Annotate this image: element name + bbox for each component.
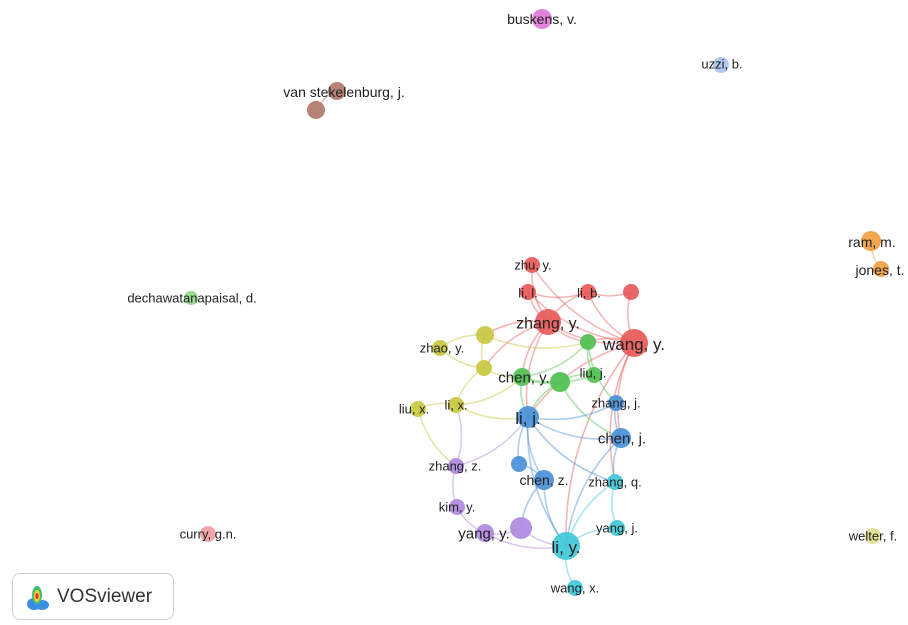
node-liu-j[interactable] xyxy=(586,367,602,383)
node-zhang-j[interactable] xyxy=(608,395,624,411)
node-zhang-z[interactable] xyxy=(448,458,464,474)
node-wang-x[interactable] xyxy=(567,580,583,596)
node-label-welter-f[interactable]: welter, f. xyxy=(848,529,897,544)
nodes-layer xyxy=(184,9,889,596)
node-buskens-v[interactable] xyxy=(532,9,552,29)
node-ram-m[interactable] xyxy=(861,231,881,251)
node-label-kim-y[interactable]: kim, y. xyxy=(439,500,476,515)
node-li-j[interactable] xyxy=(517,406,539,428)
node-wang-y[interactable] xyxy=(620,329,648,357)
node-chen-j[interactable] xyxy=(611,428,631,448)
node-label-zhang-q[interactable]: zhang, q. xyxy=(588,475,642,490)
node-label-li-b[interactable]: li, b. xyxy=(577,286,601,301)
edge xyxy=(565,437,622,547)
node-label-ram-m[interactable]: ram, m. xyxy=(848,234,895,250)
node-yang-j[interactable] xyxy=(609,520,625,536)
edge xyxy=(609,342,635,483)
node-li-b[interactable] xyxy=(580,284,596,300)
edge xyxy=(616,342,635,439)
node-grn-top[interactable] xyxy=(580,334,596,350)
labels-layer: buskens, v. uzzi, b. van stekelenburg, j. r… xyxy=(127,11,904,596)
vosviewer-logo-text: VOSviewer xyxy=(57,585,153,607)
node-liu-x[interactable] xyxy=(410,401,426,417)
edge xyxy=(565,342,635,547)
node-li-y[interactable] xyxy=(552,532,580,560)
node-curry-gn[interactable] xyxy=(200,526,216,542)
node-label-uzzi-b[interactable]: uzzi, b. xyxy=(701,57,742,72)
node-vanstek-b[interactable] xyxy=(307,101,325,119)
vosviewer-logo-icon xyxy=(27,585,49,610)
edge xyxy=(527,342,635,418)
node-dechawatanapaisal-d[interactable] xyxy=(184,291,198,305)
node-welter-f[interactable] xyxy=(865,528,881,544)
node-label-zhang-z[interactable]: zhang, z. xyxy=(429,459,482,474)
node-label-liu-x[interactable]: liu, x. xyxy=(399,402,429,417)
vosviewer-logo[interactable]: VOSviewer xyxy=(12,573,174,620)
node-label-chen-j[interactable]: chen, j. xyxy=(598,430,646,447)
node-label-chen-z[interactable]: chen, z. xyxy=(519,472,568,488)
node-label-curry-gn[interactable]: curry, g.n. xyxy=(180,527,237,542)
node-label-wang-x[interactable]: wang, x. xyxy=(550,581,599,596)
edge xyxy=(484,334,589,349)
node-zhao-y[interactable] xyxy=(432,340,448,356)
node-label-zhang-j[interactable]: zhang, j. xyxy=(591,396,640,411)
node-zhu-y[interactable] xyxy=(524,257,540,273)
node-label-li-l[interactable]: li, l. xyxy=(518,286,538,301)
node-label-wang-y[interactable]: wang, y. xyxy=(602,335,665,354)
edges-layer xyxy=(315,90,882,589)
node-kim-y[interactable] xyxy=(449,499,465,515)
node-vanstek-a[interactable] xyxy=(328,82,346,100)
node-label-yang-y[interactable]: yang, y. xyxy=(458,525,509,542)
node-label-buskens-v[interactable]: buskens, v. xyxy=(507,11,577,27)
node-label-li-x[interactable]: li, x. xyxy=(444,398,467,413)
node-chen-y[interactable] xyxy=(513,368,531,386)
edge xyxy=(527,416,616,483)
node-label-zhu-y[interactable]: zhu, y. xyxy=(514,258,551,273)
node-zhang-y[interactable] xyxy=(535,309,561,335)
node-yel-top[interactable] xyxy=(476,326,494,344)
node-red-x[interactable] xyxy=(623,284,639,300)
node-label-dechawatanapaisal-d[interactable]: dechawatanapaisal, d. xyxy=(127,291,256,306)
node-jones-t[interactable] xyxy=(873,261,889,277)
node-label-vanstek-a[interactable]: van stekelenburg, j. xyxy=(283,84,404,100)
node-label-li-y[interactable]: li, y. xyxy=(552,538,581,557)
node-uzzi-b[interactable] xyxy=(713,57,729,73)
node-grn-low[interactable] xyxy=(550,372,570,392)
node-label-zhao-y[interactable]: zhao, y. xyxy=(420,341,465,356)
node-label-liu-j[interactable]: liu, j. xyxy=(580,366,607,381)
node-yel-mid[interactable] xyxy=(476,360,492,376)
node-pur-big[interactable] xyxy=(510,517,532,539)
node-blu-small[interactable] xyxy=(511,456,527,472)
edge xyxy=(531,264,635,344)
node-label-jones-t[interactable]: jones, t. xyxy=(854,262,904,278)
node-label-yang-j[interactable]: yang, j. xyxy=(596,521,638,536)
edge xyxy=(455,404,463,467)
edge xyxy=(417,408,457,467)
node-yang-y[interactable] xyxy=(476,524,494,542)
node-chen-z[interactable] xyxy=(534,470,554,490)
node-label-zhang-y[interactable]: zhang, y. xyxy=(516,316,580,333)
node-zhang-q[interactable] xyxy=(607,474,623,490)
node-label-li-j[interactable]: li, j. xyxy=(515,409,541,428)
node-label-chen-y[interactable]: chen, y. xyxy=(498,369,549,386)
node-li-x[interactable] xyxy=(448,397,464,413)
node-li-l[interactable] xyxy=(520,284,536,300)
